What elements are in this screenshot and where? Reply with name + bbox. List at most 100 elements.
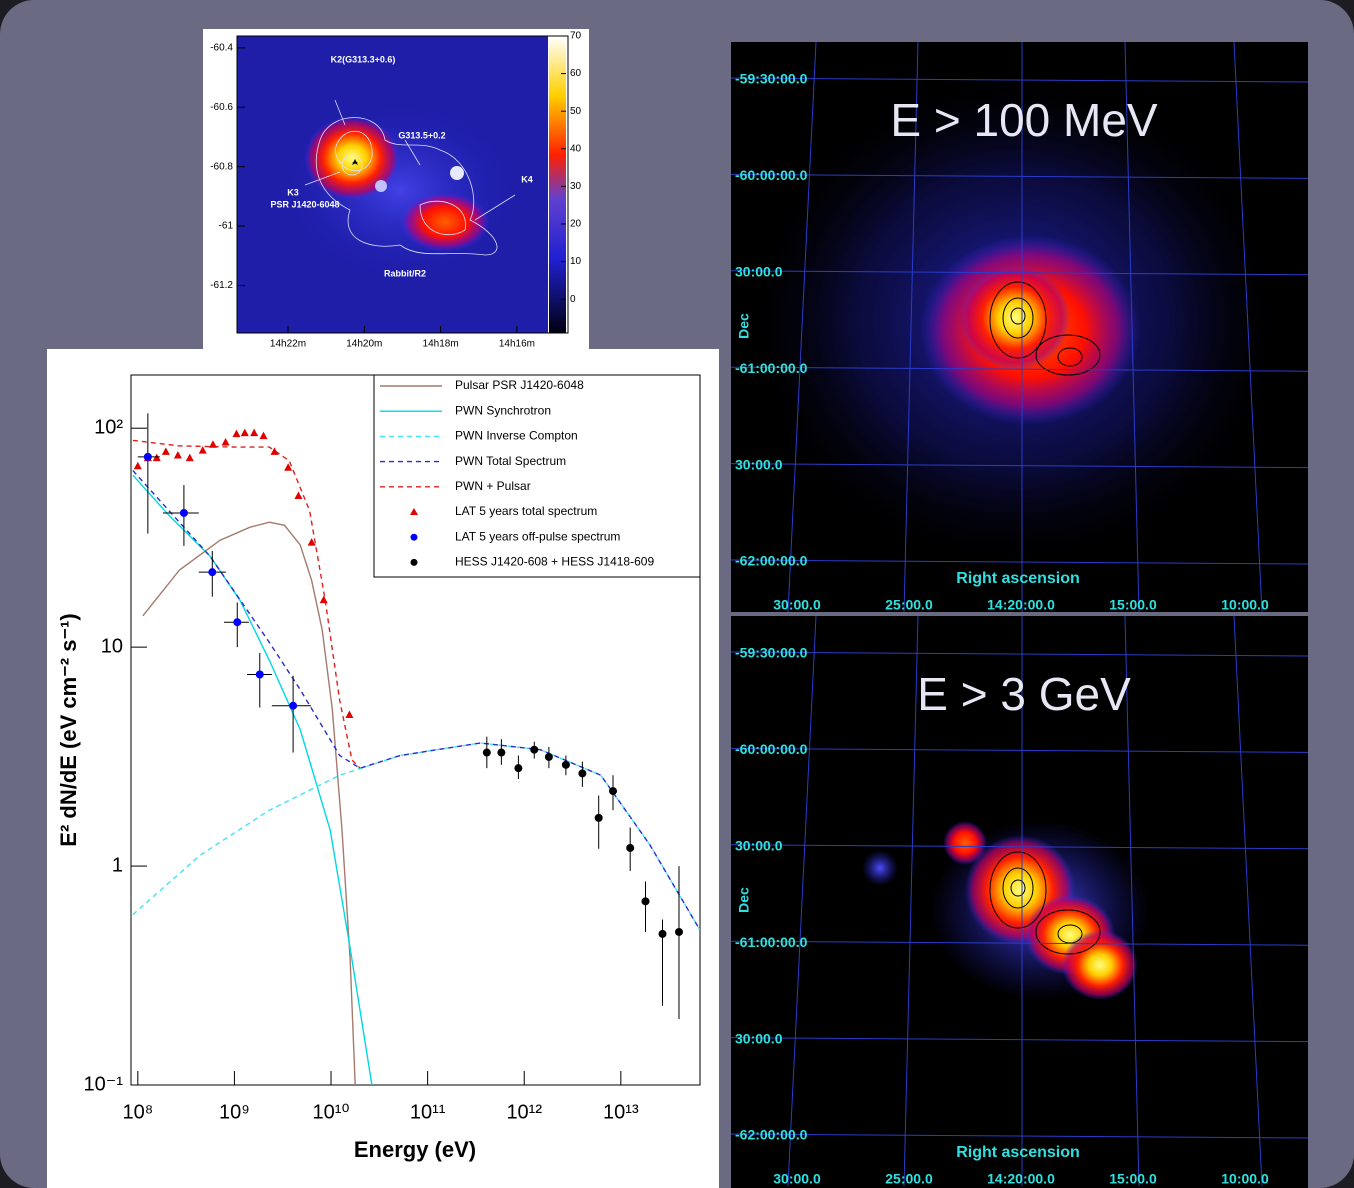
data-point (307, 538, 316, 546)
sky-y-tick-label: -59:30:00.0 (735, 71, 808, 87)
data-point (152, 453, 161, 462)
radio-annotation: K3 (287, 187, 299, 197)
colorbar-tick-label: 50 (570, 106, 582, 117)
legend-label: LAT 5 years total spectrum (455, 504, 597, 518)
sky-y-tick-label: -61:00:00.0 (735, 360, 808, 376)
sky-grid-line (731, 1133, 1308, 1139)
sky-grid-line (731, 270, 1308, 276)
sky-y-tick-label: -59:30:00.0 (735, 645, 808, 661)
colorbar-tick-label: 0 (570, 294, 576, 305)
x-tick-label: 10¹² (506, 1101, 542, 1123)
model-curve (132, 474, 373, 1085)
sky-x-tick-label: 15:00.0 (1109, 597, 1157, 613)
radio-x-tick-label: 14h22m (270, 339, 306, 350)
colorbar-tick-label: 10 (570, 256, 582, 267)
sky-grid-line (1233, 616, 1263, 1187)
x-tick-label: 10¹⁰ (313, 1101, 350, 1123)
sky-y-tick-label: 30:00.0 (735, 456, 783, 472)
data-point (294, 491, 303, 500)
data-point (179, 508, 188, 517)
legend-swatch (410, 533, 418, 541)
sky-y-tick-label: -62:00:00.0 (735, 1127, 808, 1143)
sky-grid-line (1124, 42, 1140, 612)
sky-y-tick-label: 30:00.0 (735, 1030, 783, 1046)
sky-grid-line (787, 42, 817, 612)
data-point (185, 453, 194, 462)
legend-label: PWN Inverse Compton (455, 429, 578, 443)
sky-grid-line (1124, 616, 1140, 1187)
data-point (641, 897, 650, 906)
data-point (674, 927, 683, 936)
sky-y-tick-label: 30:00.0 (735, 264, 783, 280)
radio-map-frame (236, 35, 569, 334)
data-point (143, 452, 152, 461)
legend-label: PWN Synchrotron (455, 403, 551, 417)
data-point (497, 748, 506, 757)
x-tick-label: 10⁹ (219, 1101, 250, 1123)
data-point (345, 710, 354, 718)
y-axis-title: E² dN/dE (eV cm⁻² s⁻¹) (56, 613, 81, 846)
sky-y-tick-label: 30:00.0 (735, 838, 783, 854)
sky-x-axis-title: Right ascension (956, 570, 1080, 587)
radio-map-emission (280, 99, 520, 280)
model-curve (132, 439, 361, 769)
radio-annotation: K4 (521, 174, 533, 184)
colorbar-tick-label: 20 (570, 219, 582, 230)
sky-grid-line (731, 747, 1308, 753)
sky-y-axis-title: Dec (736, 887, 752, 913)
sky-grid-line (1233, 42, 1263, 612)
data-point (133, 461, 142, 470)
sky-x-tick-label: 14:20:00.0 (987, 1171, 1055, 1187)
data-point (255, 670, 264, 679)
sky-x-tick-label: 30:00.0 (773, 1171, 821, 1187)
radio-y-tick-label: -60.4 (210, 43, 233, 54)
sky-grid-line (903, 42, 919, 612)
radio-annotation: PSR J1420-6048 (270, 199, 339, 209)
data-point (544, 752, 553, 761)
sky-y-tick-label: -60:00:00.0 (735, 741, 808, 757)
sky-x-tick-label: 30:00.0 (773, 597, 821, 613)
sky-x-tick-label: 10:00.0 (1221, 597, 1269, 613)
sky-map-1-emission (745, 70, 1285, 570)
data-point (198, 446, 207, 454)
sky-x-tick-label: 14:20:00.0 (987, 597, 1055, 613)
model-curve (142, 521, 356, 1085)
data-point (482, 748, 491, 757)
sky-grid-line (731, 940, 1308, 946)
sky-grid-line (731, 1037, 1308, 1043)
data-point (284, 463, 293, 471)
data-point (514, 764, 523, 773)
legend-swatch (410, 558, 418, 566)
colorbar-tick-label: 40 (570, 143, 582, 154)
radio-annotation: K2(G313.3+0.6) (331, 54, 396, 64)
radio-y-tick-label: -61.2 (210, 280, 233, 291)
radio-annotation: G313.5+0.2 (398, 130, 445, 140)
data-point (240, 428, 249, 437)
data-point (530, 745, 539, 754)
radio-annotation: Rabbit/R2 (384, 268, 426, 278)
sky-x-tick-label: 15:00.0 (1109, 1171, 1157, 1187)
data-point (594, 813, 603, 822)
data-point (161, 447, 170, 455)
sky-map-title: E > 100 MeV (890, 94, 1158, 146)
data-point (208, 568, 217, 577)
sky-y-tick-label: -61:00:00.0 (735, 934, 808, 950)
data-point (233, 618, 242, 627)
y-tick-label: 10⁻¹ (84, 1073, 124, 1095)
sky-grid-line (731, 559, 1308, 565)
data-point (232, 429, 241, 438)
sky-grid-line (731, 77, 1308, 83)
legend-label: PWN + Pulsar (455, 479, 531, 493)
data-point (173, 451, 182, 459)
data-point (658, 929, 667, 938)
data-point (561, 760, 570, 769)
y-tick-label: 10 (101, 635, 123, 657)
plot-area (132, 413, 700, 1085)
data-point (221, 438, 230, 446)
sky-grid-line (787, 616, 817, 1187)
data-point (319, 595, 328, 604)
data-point (250, 428, 259, 437)
legend-label: Pulsar PSR J1420-6048 (455, 378, 584, 392)
legend-label: LAT 5 years off-pulse spectrum (455, 529, 620, 543)
sky-y-tick-label: -62:00:00.0 (735, 553, 808, 569)
